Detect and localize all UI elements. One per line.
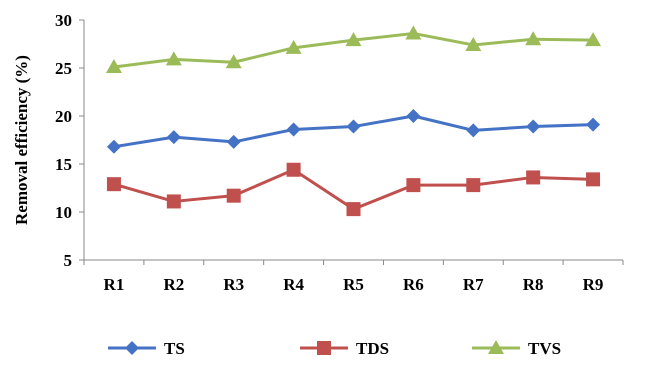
legend-item-ts: TS: [108, 339, 185, 358]
data-point-tds: [106, 177, 121, 192]
data-point-tvs: [345, 32, 362, 47]
data-point-tds: [166, 194, 181, 209]
chart-axes: [83, 20, 623, 261]
data-point-ts: [346, 119, 361, 134]
chart-legend: TS TDS TVS: [108, 339, 561, 358]
data-point-tds: [226, 188, 241, 203]
y-axis-title: Removal efficiency (%): [12, 55, 31, 225]
x-tick-label: R9: [583, 275, 604, 294]
y-tick-label: 25: [55, 59, 72, 78]
data-point-tvs: [585, 32, 602, 47]
y-tick-label: 20: [55, 107, 72, 126]
data-point-tds: [586, 172, 601, 187]
y-axis-tick-labels: 5 10 15 20 25 30: [55, 11, 84, 270]
data-point-ts: [166, 130, 181, 145]
data-point-tds: [466, 178, 481, 193]
x-tick-label: R5: [343, 275, 364, 294]
x-tick-label: R4: [283, 275, 304, 294]
data-point-tds: [406, 178, 421, 193]
data-point-tvs: [285, 39, 302, 54]
x-tick-label: R1: [104, 275, 125, 294]
x-tick-label: R7: [463, 275, 484, 294]
data-point-tds: [526, 170, 541, 185]
y-tick-label: 15: [55, 155, 72, 174]
data-point-tvs: [165, 51, 182, 66]
data-point-tds: [286, 162, 301, 177]
legend-marker-tvs: [488, 340, 504, 354]
legend-label-tds: TDS: [356, 339, 389, 358]
y-tick-label: 5: [64, 251, 73, 270]
legend-marker-ts: [125, 341, 139, 355]
series-tds: [106, 162, 601, 217]
x-tick-label: R6: [403, 275, 424, 294]
data-point-tvs: [465, 36, 482, 51]
data-point-tvs: [405, 25, 422, 40]
data-point-ts: [586, 117, 601, 132]
data-point-ts: [226, 134, 241, 149]
data-point-ts: [526, 119, 541, 134]
data-point-ts: [106, 139, 121, 154]
legend-item-tds: TDS: [300, 339, 389, 358]
data-point-tds: [346, 202, 361, 217]
data-point-tvs: [225, 54, 242, 69]
y-tick-label: 30: [55, 11, 72, 30]
y-tick-label: 10: [55, 203, 72, 222]
x-tick-label: R3: [223, 275, 244, 294]
series-tvs: [105, 25, 602, 74]
series-ts: [106, 109, 601, 154]
legend-label-tvs: TVS: [528, 339, 561, 358]
data-point-ts: [286, 122, 301, 137]
data-point-tvs: [525, 31, 542, 46]
data-point-tvs: [105, 59, 122, 74]
legend-item-tvs: TVS: [472, 339, 561, 358]
chart-series: [105, 25, 602, 217]
x-axis-tick-labels: R1 R2 R3 R4 R5 R6 R7 R8 R9: [83, 260, 624, 294]
legend-marker-tds: [317, 341, 331, 355]
x-tick-label: R8: [523, 275, 544, 294]
data-point-ts: [466, 123, 481, 138]
legend-label-ts: TS: [164, 339, 185, 358]
x-tick-label: R2: [163, 275, 184, 294]
data-point-ts: [406, 109, 421, 123]
